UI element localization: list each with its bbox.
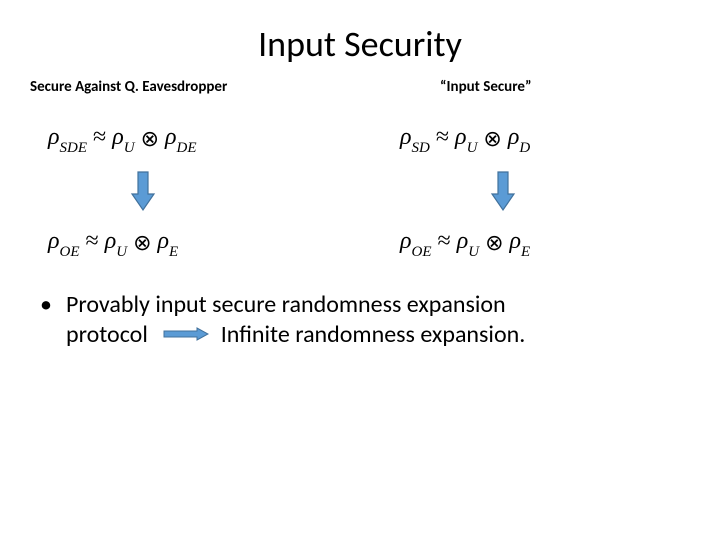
- equation-oe-left: ρOE ≈ ρU ⊗ ρE: [48, 228, 178, 259]
- subtitle-eavesdropper: Secure Against Q. Eavesdropper: [30, 78, 227, 96]
- right-arrow-icon: [163, 327, 209, 341]
- bullet-line1: Provably input secure randomness expansi…: [66, 290, 506, 319]
- equation-oe-right: ρOE ≈ ρU ⊗ ρE: [400, 228, 530, 259]
- down-arrow-right-icon: [490, 170, 516, 212]
- bullet-marker: •: [40, 290, 66, 350]
- down-arrow-left-icon: [130, 170, 156, 212]
- bullet-text: Provably input secure randomness expansi…: [66, 290, 680, 350]
- bullet-line2a: protocol: [66, 320, 148, 349]
- subtitle-input-secure: “Input Secure”: [440, 78, 531, 96]
- slide-title: Input Security: [0, 22, 720, 66]
- bullet-line2b: Infinite randomness expansion.: [221, 320, 526, 349]
- bullet-point: • Provably input secure randomness expan…: [40, 290, 680, 350]
- equation-sde: ρSDE ≈ ρU ⊗ ρDE: [48, 124, 197, 155]
- equation-sd: ρSD ≈ ρU ⊗ ρD: [400, 124, 530, 155]
